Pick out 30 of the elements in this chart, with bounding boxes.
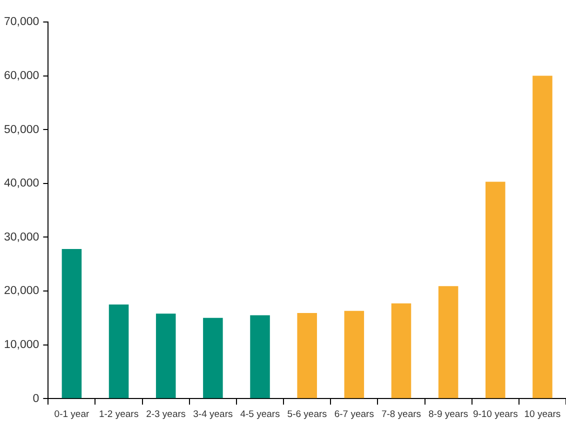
bar — [438, 286, 458, 398]
x-tick-label: 8-9 years — [428, 408, 468, 420]
x-tick-label: 7-8 years — [381, 408, 422, 420]
x-tick-label: 4-5 years — [240, 408, 280, 420]
y-tick-label: 20,000 — [4, 285, 40, 298]
y-tick-label: 70,000 — [4, 16, 40, 28]
x-tick-label: 9-10 years — [472, 408, 518, 420]
bar — [108, 304, 129, 398]
bar — [203, 318, 223, 398]
x-tick-label: 1-2 years — [98, 408, 139, 420]
y-tick-label: 50,000 — [4, 124, 40, 136]
bar — [486, 182, 506, 398]
x-tick-label: 5-6 years — [287, 408, 328, 420]
y-tick-label: 40,000 — [4, 178, 40, 190]
x-tick-label: 0-1 year — [54, 408, 90, 420]
y-tick-label: 60,000 — [4, 70, 40, 82]
bar — [532, 76, 552, 398]
y-tick-label: 10,000 — [4, 338, 40, 351]
bar — [250, 315, 270, 398]
bar — [62, 249, 82, 398]
x-tick-label: 6-7 years — [334, 408, 374, 420]
bar — [344, 310, 364, 398]
bar — [391, 303, 412, 398]
bar — [156, 314, 176, 398]
y-tick-label: 30,000 — [4, 231, 40, 244]
x-tick-label: 3-4 years — [193, 408, 233, 420]
bar — [297, 313, 317, 398]
x-tick-label: 10 years — [524, 408, 561, 420]
x-tick-label: 2-3 years — [146, 408, 186, 420]
y-tick-label: 0 — [32, 392, 40, 405]
